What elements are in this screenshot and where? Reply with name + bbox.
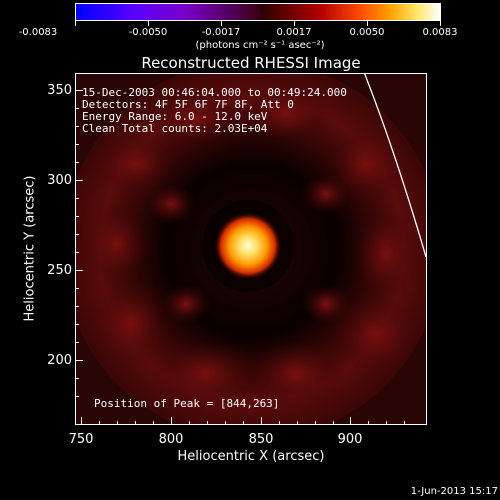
colorbar-tick	[367, 21, 368, 26]
colorbar-tick-label: -0.0017	[186, 27, 256, 39]
colorbar-tick	[221, 21, 222, 26]
colorbar	[75, 3, 441, 21]
colorbar-tick-label: -0.0050	[113, 27, 183, 39]
colorbar-units: (photons cm⁻² s⁻¹ asec⁻²)	[170, 40, 350, 52]
x-tick-label: 800	[146, 432, 196, 447]
x-tick-label: 850	[236, 432, 286, 447]
colorbar-tick	[148, 21, 149, 26]
y-minor-tick	[75, 198, 79, 199]
footer-date: 1-Jun-2013 15:17	[390, 486, 498, 498]
y-minor-tick	[75, 252, 79, 253]
colorbar-tick-label: 0.0083	[405, 27, 475, 39]
colorbar-tick-label: 0.0050	[332, 27, 402, 39]
y-tick	[75, 90, 83, 91]
colorbar-tick	[75, 21, 76, 26]
x-minor-tick	[243, 421, 244, 425]
x-tick	[171, 417, 172, 425]
y-tick-label: 250	[40, 263, 72, 278]
y-tick	[75, 360, 83, 361]
x-tick	[261, 417, 262, 425]
y-minor-tick	[75, 108, 79, 109]
y-minor-tick	[75, 144, 79, 145]
y-minor-tick	[75, 324, 79, 325]
x-tick-label: 900	[325, 432, 375, 447]
x-tick	[350, 417, 351, 425]
y-minor-tick	[75, 162, 79, 163]
x-minor-tick	[153, 421, 154, 425]
x-minor-tick	[279, 421, 280, 425]
x-minor-tick	[297, 421, 298, 425]
x-minor-tick	[386, 421, 387, 425]
peak-position: Position of Peak = [844,263]	[94, 397, 279, 410]
colorbar-tick	[294, 21, 295, 26]
x-minor-tick	[333, 421, 334, 425]
y-minor-tick	[75, 342, 79, 343]
x-minor-tick	[99, 421, 100, 425]
x-minor-tick	[117, 421, 118, 425]
y-tick-label: 350	[40, 83, 72, 98]
y-minor-tick	[75, 216, 79, 217]
x-axis-title: Heliocentric X (arcsec)	[75, 449, 427, 464]
x-minor-tick	[315, 421, 316, 425]
y-axis-title: Heliocentric Y (arcsec)	[23, 139, 38, 359]
flare-source	[214, 212, 282, 280]
y-tick	[75, 270, 83, 271]
y-minor-tick	[75, 306, 79, 307]
colorbar-tick	[440, 21, 441, 26]
colorbar-tick-label: -0.0083	[3, 27, 73, 39]
colorbar-tick-label: 0.0017	[259, 27, 329, 39]
plot-title: Reconstructed RHESSI Image	[75, 55, 427, 72]
y-minor-tick	[75, 234, 79, 235]
y-minor-tick	[75, 126, 79, 127]
x-minor-tick	[225, 421, 226, 425]
y-tick-label: 300	[40, 173, 72, 188]
x-tick-label: 750	[56, 432, 106, 447]
x-minor-tick	[207, 421, 208, 425]
x-minor-tick	[189, 421, 190, 425]
x-minor-tick	[404, 421, 405, 425]
y-minor-tick	[75, 288, 79, 289]
clean-counts: Clean Total counts: 2.03E+04	[82, 122, 267, 135]
x-minor-tick	[368, 421, 369, 425]
y-tick	[75, 180, 83, 181]
y-minor-tick	[75, 378, 79, 379]
y-minor-tick	[75, 396, 79, 397]
y-tick-label: 200	[40, 353, 72, 368]
x-minor-tick	[135, 421, 136, 425]
x-tick	[81, 417, 82, 425]
